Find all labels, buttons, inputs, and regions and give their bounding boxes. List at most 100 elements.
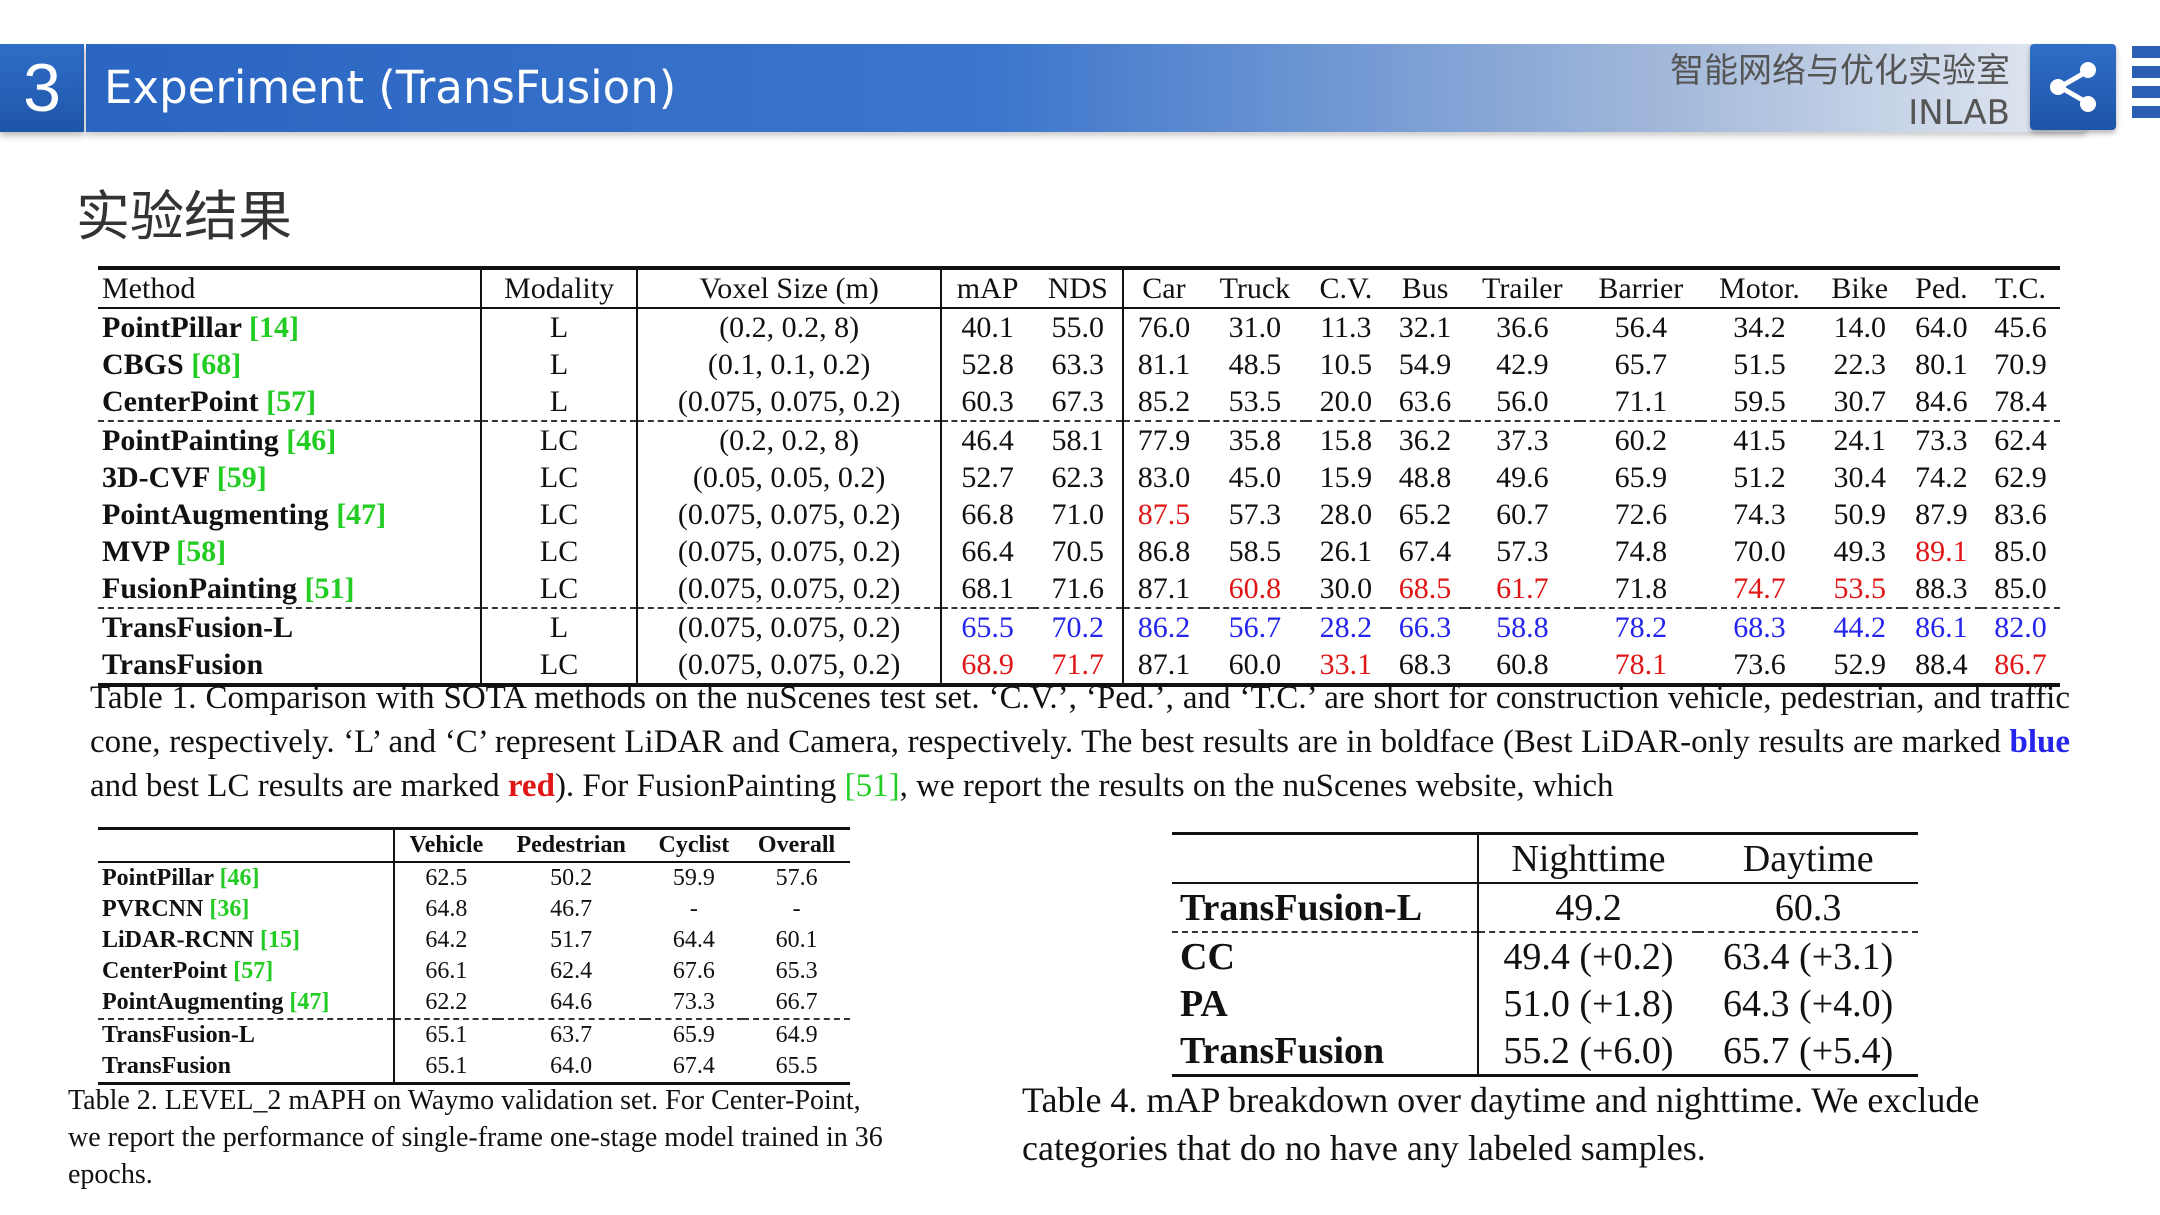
modality-cell: LC [480,459,639,496]
value-cell: 65.3 [775,958,818,984]
value-cell: - [792,896,801,922]
waymo-table: Vehicle Pedestrian Cyclist Overall Point… [98,827,850,1085]
header-bar [86,44,2086,132]
slide-title: Experiment (TransFusion) [104,61,677,114]
table-row: CenterPoint [57] L (0.075, 0.075, 0.2) 6… [98,383,2060,421]
comparison-table: Method Modality Voxel Size (m) mAP NDS C… [98,266,2060,687]
value-cell: 28.0 [1319,497,1373,531]
value-cell: 60.0 [1228,647,1282,681]
col-header: Daytime [1742,837,1874,880]
value-cell: 64.2 [425,927,468,953]
value-cell: 71.6 [1033,570,1125,608]
value-cell: 57.3 [1496,534,1549,568]
value-cell: 65.9 [644,1018,744,1051]
method-cell: TransFusion [98,646,482,685]
col-header: Car [1142,271,1186,305]
value-cell: 26.1 [1319,534,1373,568]
value-cell: 65.5 [940,607,1034,646]
method-cell: TransFusion [1172,1027,1479,1076]
value-cell: 73.6 [1733,647,1786,681]
value-cell: 66.4 [961,534,1014,568]
value-cell: 88.4 [1915,647,1968,681]
value-cell: 30.7 [1833,384,1886,418]
col-header: Nighttime [1511,837,1666,880]
table-row: TransFusion-L 65.1 63.7 65.9 64.9 [98,1018,850,1051]
value-cell: 67.3 [1033,383,1125,421]
value-cell: 73.3 [1901,420,1981,459]
value-cell: 86.7 [1994,647,2047,681]
table-row: TransFusion-L L (0.075, 0.075, 0.2) 65.5… [98,607,2060,646]
value-cell: 66.8 [961,497,1014,531]
col-header [1172,833,1479,883]
method-cell: TransFusion-L [98,1018,396,1051]
value-cell: 52.9 [1833,647,1886,681]
value-cell: 74.3 [1733,497,1786,531]
table-row: CC 49.4 (+0.2) 63.4 (+3.1) [1172,931,1918,980]
value-cell: 78.1 [1614,647,1668,681]
value-cell: 36.6 [1496,310,1549,344]
voxel-cell: (0.075, 0.075, 0.2) [637,533,942,570]
value-cell: 45.6 [1994,310,2047,344]
value-cell: 86.2 [1123,607,1204,646]
method-cell: TransFusion-L [98,607,482,646]
table-row: TransFusion 55.2 (+6.0) 65.7 (+5.4) [1172,1027,1918,1076]
modality-cell: LC [480,646,639,685]
value-cell: 87.1 [1137,647,1191,681]
method-cell: FusionPainting [51] [98,570,482,608]
col-header: Truck [1219,271,1291,305]
value-cell: 49.3 [1833,534,1886,568]
value-cell: 62.3 [1033,459,1125,496]
value-cell: 83.6 [1994,497,2047,531]
col-header: mAP [956,271,1019,305]
share-button[interactable] [2030,44,2116,130]
value-cell: 30.4 [1833,460,1886,494]
value-cell: 49.2 [1555,886,1622,929]
col-header: T.C. [1994,271,2046,305]
value-cell: 32.1 [1398,310,1452,344]
method-cell: PA [1172,980,1479,1027]
value-cell: 64.0 [550,1053,593,1079]
value-cell: 73.3 [672,989,715,1015]
col-header: Trailer [1482,271,1563,305]
method-cell: MVP [58] [98,533,482,570]
value-cell: 62.9 [1994,460,2047,494]
value-cell: 87.5 [1137,497,1191,531]
value-cell: 49.6 [1496,460,1549,494]
method-cell: CenterPoint [57] [98,383,482,421]
value-cell: 71.7 [1033,646,1125,685]
value-cell: 88.3 [1915,571,1968,605]
table-row: CenterPoint [57] 66.1 62.4 67.6 65.3 [98,956,850,987]
voxel-cell: (0.075, 0.075, 0.2) [637,383,942,421]
method-cell: PointPainting [46] [98,420,482,459]
value-cell: 68.3 [1701,607,1818,646]
value-cell: 15.9 [1319,460,1373,494]
method-cell: CenterPoint [57] [98,956,396,987]
value-cell: 57.6 [775,865,818,891]
value-cell: 28.2 [1306,607,1386,646]
value-cell: 71.8 [1614,571,1668,605]
value-cell: 60.3 [1774,886,1842,929]
col-header: Cyclist [658,832,730,858]
value-cell: 65.2 [1398,497,1452,531]
value-cell: 55.2 (+6.0) [1503,1029,1674,1072]
value-cell: 74.7 [1733,571,1786,605]
value-cell: 70.9 [1994,347,2047,381]
value-cell: 60.7 [1496,497,1549,531]
table-row: MVP [58] LC (0.075, 0.075, 0.2) 66.4 70.… [98,533,2060,570]
table-row: TransFusion 65.1 64.0 67.4 65.5 [98,1051,850,1084]
modality-cell: LC [480,496,639,533]
method-cell: PVRCNN [36] [98,894,396,925]
value-cell: 11.3 [1320,310,1372,344]
table-row: PointPainting [46] LC (0.2, 0.2, 8) 46.4… [98,420,2060,459]
table2-caption: Table 2. LEVEL_2 mAPH on Waymo validatio… [68,1085,883,1190]
value-cell: 55.0 [1033,308,1125,346]
table-row: PointAugmenting [47] 62.2 64.6 73.3 66.7 [98,987,850,1019]
method-cell: LiDAR-RCNN [15] [98,925,396,956]
value-cell: 48.8 [1398,460,1452,494]
value-cell: 60.2 [1580,420,1702,459]
table-row: TransFusion-L 49.2 60.3 [1172,883,1918,932]
voxel-cell: (0.075, 0.075, 0.2) [637,646,942,685]
value-cell: 87.1 [1137,571,1191,605]
share-icon [2050,62,2096,112]
table-row: PointPillar [14] L (0.2, 0.2, 8) 40.1 55… [98,308,2060,346]
